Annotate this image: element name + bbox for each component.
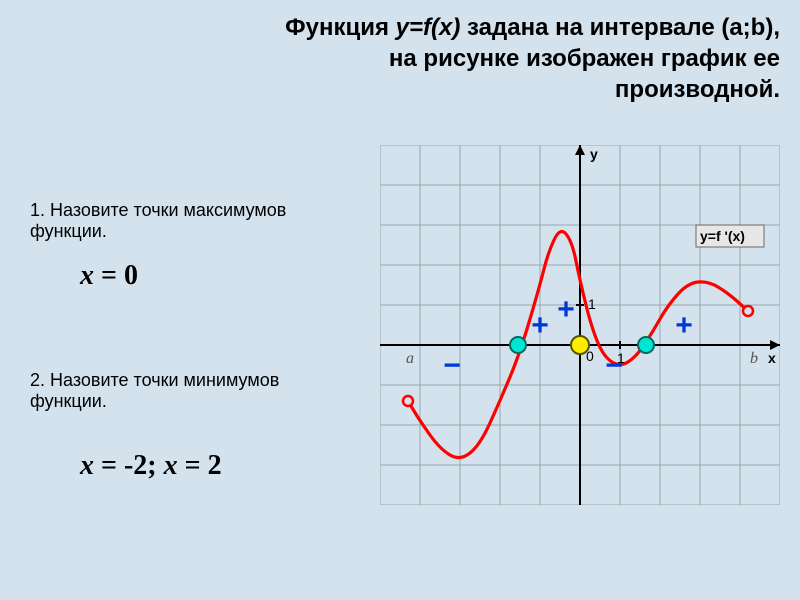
answer-2: x = -2; x = 2 (80, 450, 222, 482)
open-endpoint-a (403, 396, 413, 406)
label-a: a (406, 350, 414, 367)
origin-label: 0 (586, 348, 594, 364)
open-endpoint-b (743, 306, 753, 316)
axis-label-x: x (768, 350, 776, 366)
slide-title: Функция y=f(x) задана на интервале (a;b)… (20, 12, 780, 106)
title-line1: Функция y=f(x) задана на интервале (a;b)… (285, 14, 780, 41)
sign-2: + (557, 293, 575, 326)
title-line3: производной. (615, 76, 780, 103)
label-b: b (750, 350, 758, 367)
ytick-1: 1 (588, 296, 596, 312)
zero-mark-1 (638, 337, 654, 353)
chart-svg: −++−+1yx01aby=f '(x) (380, 145, 780, 505)
sign-4: + (675, 309, 693, 342)
slide: Функция y=f(x) задана на интервале (a;b)… (0, 0, 800, 600)
answer-1-rest: = 0 (94, 260, 138, 291)
sign-0: − (443, 349, 461, 382)
sign-1: + (531, 309, 549, 342)
answer-1-x: x (80, 260, 94, 291)
question-1: 1. Назовите точки максимумов функции. (30, 200, 350, 242)
xtick-1: 1 (617, 350, 625, 366)
answer-1: x = 0 (80, 260, 138, 292)
zero-mark-0 (510, 337, 526, 353)
title-line2: на рисунке изображен график ее (389, 45, 780, 72)
chart-area: −++−+1yx01aby=f '(x) (380, 145, 780, 505)
question-2: 2. Назовите точки минимумов функции. (30, 370, 350, 412)
legend-text: y=f '(x) (700, 228, 745, 244)
axis-label-y: y (590, 146, 598, 162)
